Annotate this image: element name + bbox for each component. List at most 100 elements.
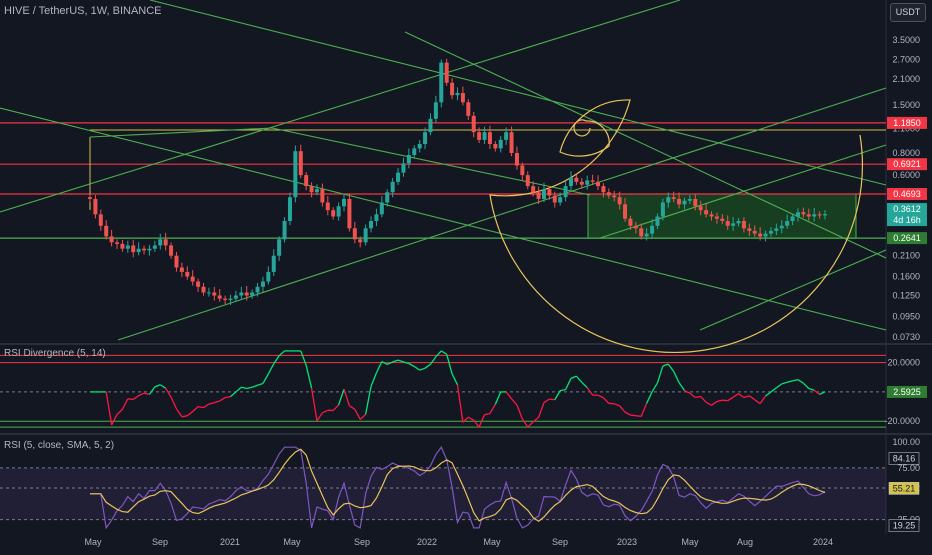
candle-body [542, 189, 546, 199]
divergence-segment [447, 354, 452, 374]
candle-body [780, 226, 784, 229]
divergence-segment [809, 388, 814, 390]
divergence-segment [139, 393, 144, 395]
candle-body [218, 296, 222, 299]
divergence-segment [425, 364, 430, 368]
divergence-segment [668, 364, 673, 371]
divergence-segment [598, 395, 603, 398]
trend-drawings[interactable] [0, 0, 886, 352]
divergence-segment [376, 362, 381, 373]
candle-body [158, 239, 162, 245]
candle-body [396, 173, 400, 182]
divergence-segment [452, 374, 457, 385]
candle-body [699, 206, 703, 210]
rsi-badge-label: 84.16 [893, 453, 916, 463]
divergence-segment [528, 422, 533, 427]
divergence-segment [149, 387, 154, 395]
candle-body [710, 214, 714, 216]
divergence-segment [133, 396, 138, 400]
currency-button[interactable]: USDT [890, 3, 926, 22]
candle-body [115, 242, 119, 244]
divergence-tick-label: -20.0000 [884, 416, 920, 426]
candle-body [104, 226, 108, 237]
time-tick-label: 2023 [617, 537, 637, 547]
divergence-segment [430, 357, 435, 365]
rsi-title[interactable]: RSI (5, close, SMA, 5, 2) [4, 440, 114, 451]
candle-body [558, 197, 562, 202]
divergence-segment [506, 392, 511, 399]
candle-body [142, 249, 146, 251]
candle-body [315, 189, 319, 192]
rsi-band [0, 468, 886, 520]
divergence-segment [268, 364, 273, 374]
candle-body [310, 186, 314, 192]
candle-body [201, 287, 205, 293]
divergence-segment [441, 351, 446, 354]
price-badge-label: 0.4693 [893, 189, 921, 199]
candle-body [331, 210, 335, 216]
divergence-segment [755, 400, 760, 404]
divergence-segment [798, 380, 803, 384]
divergence-segment [560, 390, 565, 391]
candle-body [153, 245, 157, 248]
candle-body [229, 299, 233, 300]
candle-body [655, 216, 659, 225]
divergence-segment [641, 403, 646, 416]
time-tick-label: May [283, 537, 301, 547]
divergence-segment [312, 388, 317, 421]
divergence-segment [258, 384, 263, 386]
price-tick-label: 0.8000 [892, 148, 920, 158]
divergence-segment [495, 392, 500, 404]
candle-body [234, 296, 238, 299]
candle-body [612, 196, 616, 198]
divergence-segment [636, 416, 641, 417]
divergence-segment [706, 402, 711, 405]
candle-body [791, 216, 795, 221]
candle-body [180, 268, 184, 272]
divergence-segment [203, 404, 208, 408]
divergence-segment [333, 405, 338, 410]
candle-body [369, 221, 373, 228]
candle-body [374, 214, 378, 221]
divergence-segment [522, 419, 527, 427]
divergence-segment [614, 404, 619, 406]
candle-body [812, 214, 816, 216]
candle-body [250, 292, 254, 295]
price-tick-label: 0.6000 [892, 170, 920, 180]
candle-body [110, 236, 114, 242]
divergence-segment [409, 363, 414, 366]
divergence-segment [193, 407, 198, 412]
divergence-segment [787, 381, 792, 382]
candle-body [353, 228, 357, 239]
price-badge-label: 0.6921 [893, 159, 921, 169]
candle-body [407, 155, 411, 163]
divergence-segment [112, 414, 117, 425]
divergence-segment [620, 406, 625, 412]
candle-body [569, 178, 573, 186]
divergence-segment [690, 393, 695, 397]
candle-body [434, 102, 438, 119]
candle-body [412, 148, 416, 155]
candle-body [358, 239, 362, 242]
rsi-divergence-title[interactable]: RSI Divergence (5, 14) [4, 348, 106, 359]
candle-body [272, 256, 276, 272]
divergence-segment [544, 399, 549, 402]
divergence-segment [371, 373, 376, 386]
divergence-segment [555, 391, 560, 400]
candle-body [207, 292, 211, 293]
price-badge-label: 1.1850 [893, 118, 921, 128]
time-tick-label: May [84, 537, 102, 547]
price-axis[interactable]: 3.50002.70002.10001.50001.10000.80000.60… [887, 35, 927, 342]
divergence-segment [468, 417, 473, 420]
candle-body [477, 132, 481, 140]
price-tick-label: 0.1600 [892, 272, 920, 282]
candle-body [720, 219, 724, 221]
divergence-segment [247, 387, 252, 388]
divergence-segment [155, 385, 160, 387]
divergence-segment [366, 386, 371, 414]
trend-line-9[interactable] [272, 128, 590, 195]
